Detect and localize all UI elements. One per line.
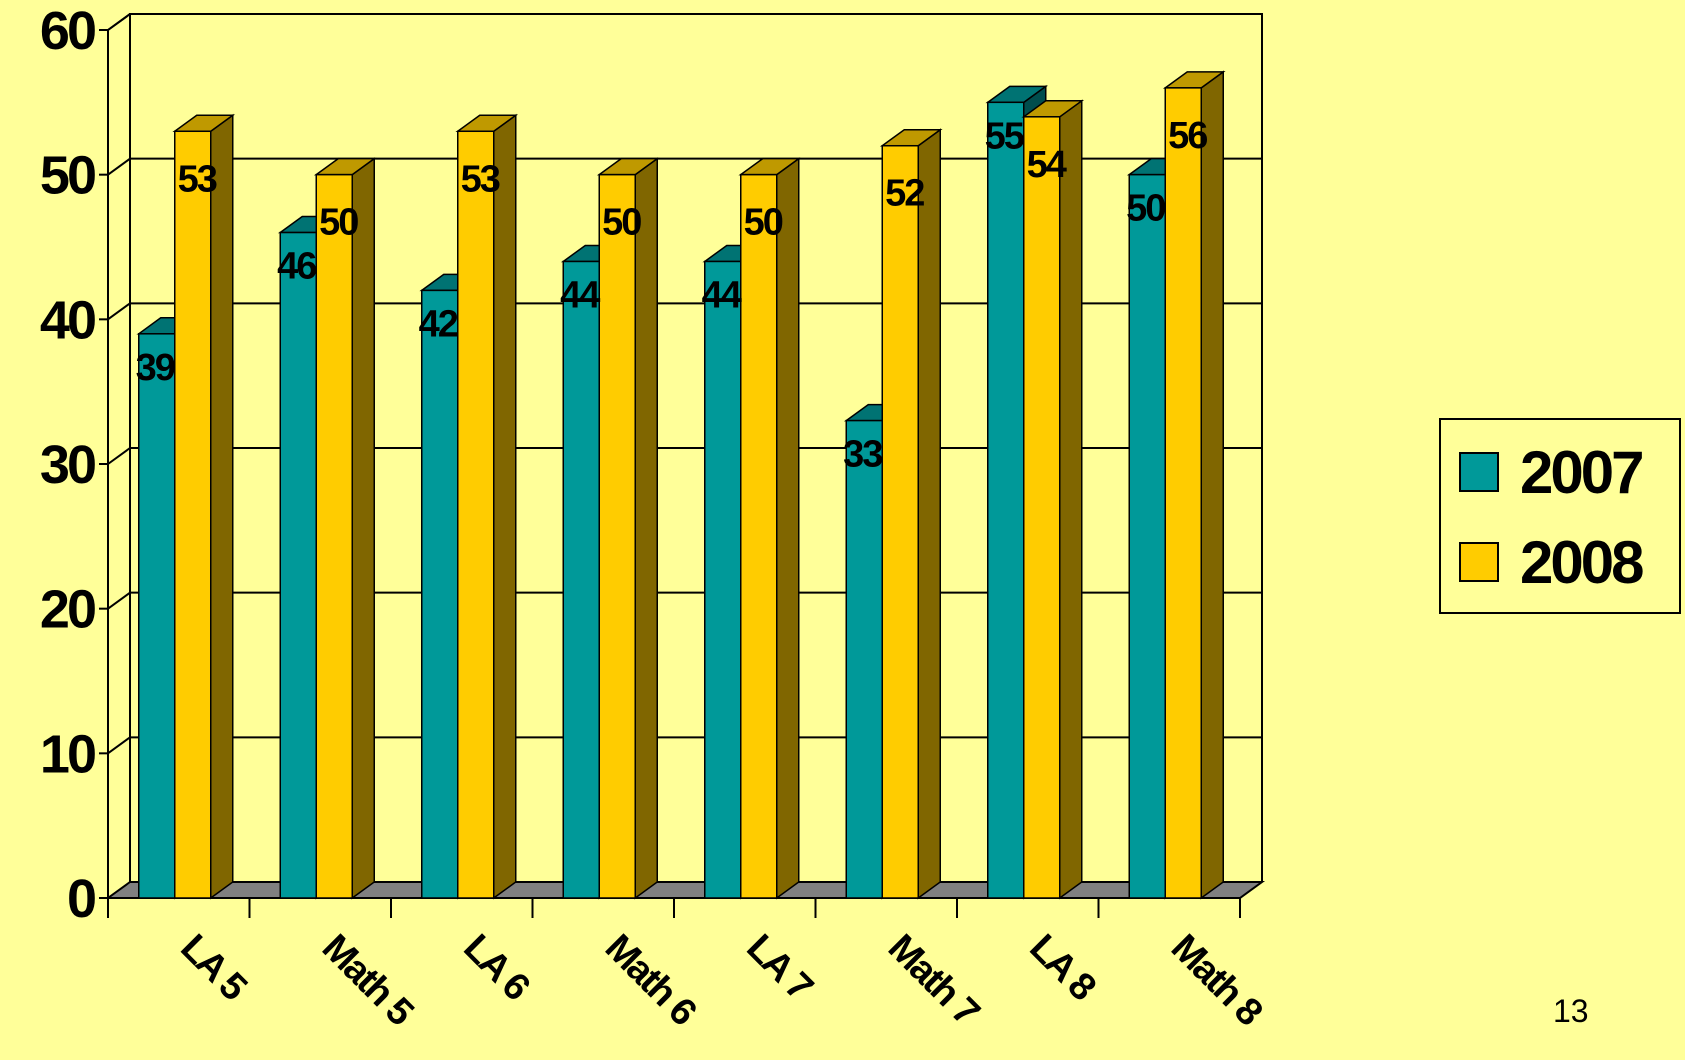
- bar-front: [1128, 173, 1166, 899]
- data-label: 39: [136, 347, 175, 389]
- data-label: 53: [178, 158, 217, 200]
- bar-front: [315, 173, 353, 899]
- bar-front: [881, 144, 919, 899]
- bar-side: [1059, 99, 1083, 900]
- y-tick-label: 20: [40, 580, 95, 640]
- data-label: 44: [702, 274, 742, 316]
- bar-side: [1200, 70, 1224, 900]
- bar: [455, 113, 519, 900]
- y-tick-label: 10: [40, 724, 95, 784]
- y-tick-label: 0: [67, 869, 95, 929]
- bar-side: [776, 157, 800, 900]
- data-label: 50: [319, 202, 358, 244]
- data-label: 54: [1027, 144, 1067, 186]
- bar-front: [598, 173, 636, 899]
- y-tick-label: 60: [40, 1, 95, 61]
- bar-side: [917, 128, 941, 900]
- data-label: 33: [843, 434, 882, 476]
- bar-front: [457, 130, 495, 899]
- bar-side: [351, 157, 375, 900]
- legend-label: 2007: [1520, 439, 1642, 506]
- bar: [1021, 99, 1085, 900]
- bar: [596, 157, 660, 900]
- gridline: [107, 157, 1262, 176]
- data-label: 52: [885, 173, 924, 215]
- y-tick-label: 50: [40, 146, 95, 206]
- bar-front: [279, 231, 317, 899]
- data-label: 50: [1126, 188, 1165, 230]
- bars: [136, 70, 1226, 900]
- gridline: [107, 13, 1262, 31]
- legend: 2007 2008: [1439, 418, 1681, 614]
- bar-front: [562, 260, 600, 899]
- bar-front: [174, 130, 212, 899]
- bar-front: [138, 333, 176, 899]
- bar-front: [704, 260, 742, 899]
- x-tick-label: LA 5: [172, 927, 255, 1010]
- bar-front: [987, 101, 1025, 899]
- legend-swatch: [1459, 542, 1499, 582]
- bar-front: [845, 419, 883, 899]
- x-tick-label: LA 7: [738, 927, 820, 1009]
- bar-side: [493, 113, 517, 900]
- bar-side: [634, 157, 658, 900]
- data-label: 53: [461, 158, 500, 200]
- x-axis: LA 5 Math 5 LA 6 Math 6 LA 7 Math 7 LA 8 Math 8: [107, 897, 1270, 1035]
- data-label: 46: [277, 246, 316, 288]
- x-tick-label: Math 8: [1163, 927, 1270, 1034]
- data-label: 55: [985, 115, 1025, 157]
- bar-front: [1023, 116, 1061, 899]
- bar-front: [421, 289, 459, 899]
- bar: [313, 157, 377, 900]
- y-tick-label: 30: [40, 435, 95, 495]
- bar-front: [1164, 87, 1202, 899]
- x-tick-label: Math 7: [880, 927, 987, 1034]
- data-label: 44: [560, 274, 600, 316]
- x-tick-label: Math 5: [314, 927, 422, 1035]
- y-axis-top: [107, 13, 131, 31]
- bar: [1162, 70, 1226, 900]
- y-axis: 0 10 20 30 40 50 60: [40, 1, 131, 929]
- bar-front: [740, 173, 778, 899]
- y-tick-label: 40: [40, 290, 95, 350]
- bar: [738, 157, 802, 900]
- page-number: 13: [1553, 993, 1589, 1029]
- bar-side: [210, 113, 234, 900]
- data-label: 42: [419, 303, 458, 345]
- data-label: 50: [744, 202, 783, 244]
- bar: [879, 128, 943, 900]
- legend-swatch: [1459, 452, 1499, 492]
- data-label: 56: [1168, 115, 1207, 157]
- data-label: 50: [602, 202, 641, 244]
- bar: [172, 113, 236, 900]
- x-tick-label: LA 6: [455, 927, 537, 1009]
- x-tick-label: LA 8: [1021, 927, 1103, 1009]
- x-tick-label: Math 6: [597, 927, 704, 1034]
- legend-label: 2008: [1520, 529, 1643, 596]
